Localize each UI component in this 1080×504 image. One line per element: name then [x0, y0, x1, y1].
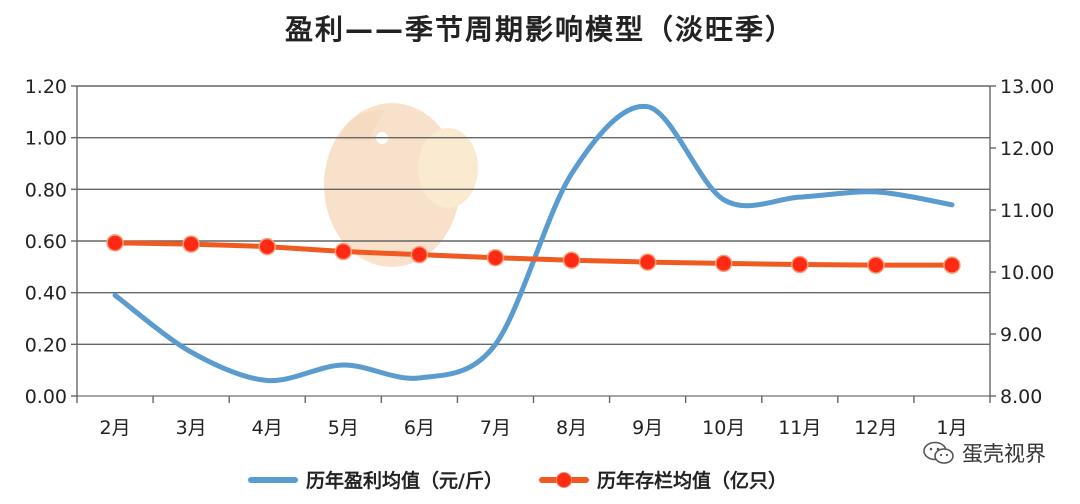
series-marker — [867, 256, 885, 274]
watermark-logo — [324, 103, 478, 267]
y-left-tick-label: 0.20 — [25, 334, 67, 356]
x-tick-label: 7月 — [480, 417, 511, 439]
wechat-icon — [923, 441, 954, 464]
x-tick-label: 1月 — [936, 417, 967, 439]
y-right-tick-label: 13.00 — [1000, 76, 1054, 98]
series-marker — [258, 237, 276, 256]
series-marker — [562, 251, 581, 269]
y-left-tick-label: 1.20 — [25, 76, 67, 98]
series-marker — [410, 245, 429, 264]
x-tick-label: 5月 — [328, 417, 359, 439]
series-marker — [182, 235, 200, 253]
legend: 历年盈利均值（元/斤） 历年存栏均值（亿只） — [248, 466, 823, 493]
y-left-tick-label: 0.40 — [25, 283, 67, 305]
brand: 蛋壳视界 — [922, 438, 1046, 468]
y-left-tick-label: 1.00 — [25, 128, 67, 150]
legend-swatch-inventory — [538, 471, 589, 488]
x-tick-label: 4月 — [252, 417, 283, 439]
series-line-1 — [112, 240, 955, 268]
y-right-tick-label: 12.00 — [1000, 138, 1054, 160]
chart-title: 盈利——季节周期影响模型（淡旺季） — [284, 13, 795, 46]
y-right-tick-label: 9.00 — [1000, 324, 1042, 346]
y-left-tick-label: 0.80 — [25, 179, 67, 201]
legend-label-profit: 历年盈利均值（元/斤） — [306, 470, 503, 492]
y-right-tick-label: 10.00 — [1000, 262, 1054, 284]
legend-item-inventory: 历年存栏均值（亿只） — [538, 466, 787, 493]
series-marker — [638, 253, 657, 271]
series-marker — [943, 256, 961, 274]
series-marker — [486, 248, 505, 267]
brand-text: 蛋壳视界 — [962, 442, 1046, 466]
x-tick-label: 11月 — [778, 417, 821, 439]
y-right-tick-label: 11.00 — [1000, 200, 1054, 222]
series-marker — [334, 242, 353, 261]
y-right-tick-label: 8.00 — [1000, 386, 1042, 408]
series-marker — [791, 255, 809, 274]
x-tick-label: 2月 — [99, 417, 130, 439]
x-tick-label: 12月 — [854, 417, 897, 439]
legend-swatch-profit — [248, 476, 298, 483]
legend-item-profit: 历年盈利均值（元/斤） — [248, 466, 503, 493]
x-tick-label: 3月 — [176, 417, 207, 439]
x-tick-label: 10月 — [702, 417, 745, 439]
x-tick-label: 8月 — [556, 417, 587, 439]
series-line-0 — [112, 103, 955, 384]
series-marker — [106, 234, 124, 252]
x-tick-label: 6月 — [404, 417, 435, 439]
y-left-tick-label: 0.60 — [25, 231, 67, 253]
y-left-tick-label: 0.00 — [25, 386, 67, 408]
legend-label-inventory: 历年存栏均值（亿只） — [596, 470, 787, 492]
series-marker — [714, 254, 733, 273]
x-tick-label: 9月 — [632, 417, 663, 439]
